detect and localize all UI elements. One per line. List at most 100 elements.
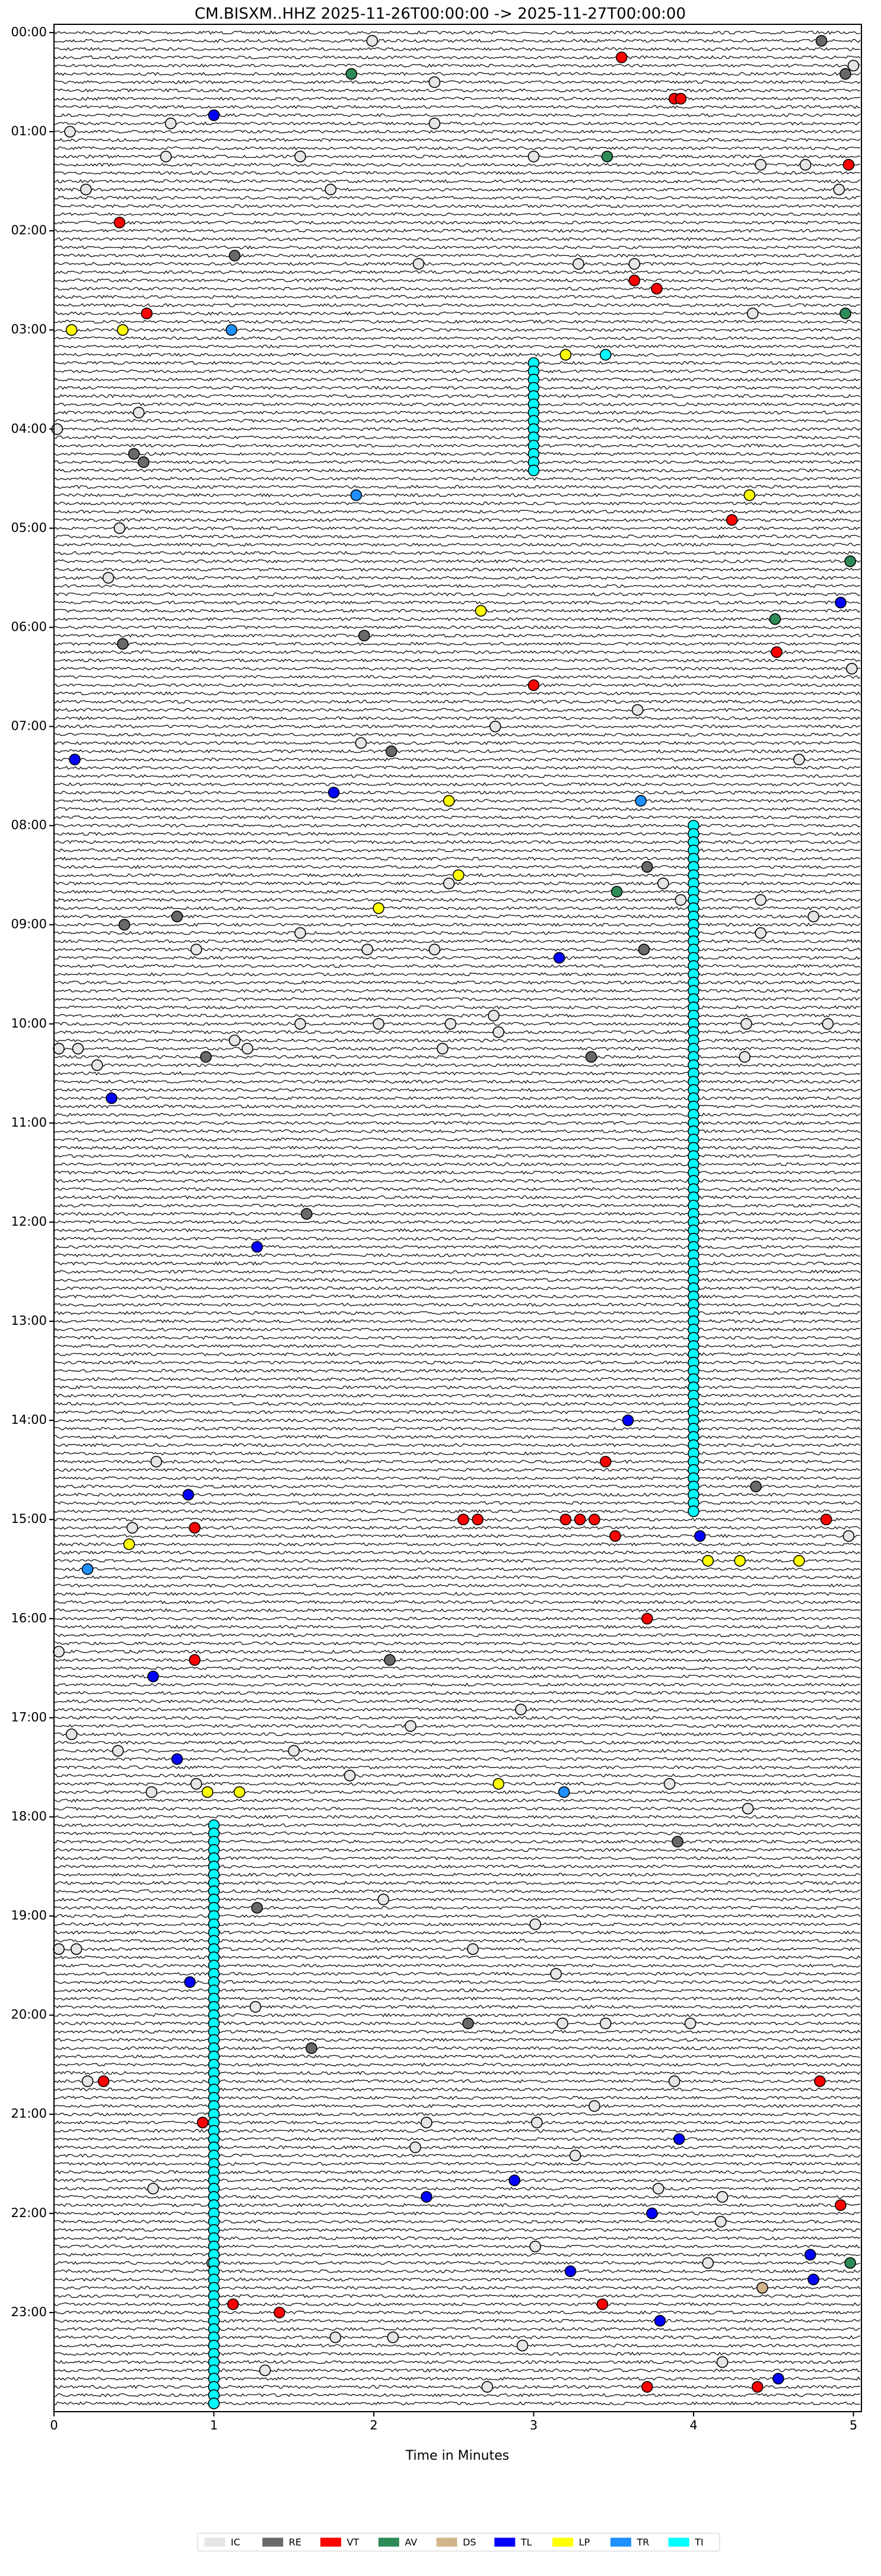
- event-marker: [742, 1802, 754, 1815]
- trace: [53, 2302, 861, 2307]
- trace: [53, 600, 861, 605]
- trace: [53, 2352, 861, 2356]
- trace: [53, 1435, 861, 1439]
- trace: [53, 955, 861, 960]
- trace: [53, 1616, 861, 1621]
- trace: [53, 1674, 861, 1679]
- trace: [53, 270, 861, 275]
- trace: [53, 2228, 861, 2232]
- trace: [53, 997, 861, 1001]
- y-tick-label: 20:00: [11, 2008, 47, 2022]
- trace: [53, 1922, 861, 1926]
- event-marker: [437, 1042, 449, 1055]
- legend-swatch: [668, 2537, 689, 2547]
- trace: [53, 104, 861, 109]
- trace: [53, 303, 861, 307]
- trace: [53, 740, 861, 745]
- trace: [53, 1691, 861, 1696]
- trace: [53, 2343, 861, 2348]
- event-marker: [599, 2017, 612, 2030]
- trace: [53, 2384, 861, 2389]
- trace: [53, 1451, 861, 1456]
- trace: [53, 154, 861, 159]
- trace: [53, 2104, 861, 2108]
- trace: [53, 121, 861, 126]
- trace: [53, 517, 861, 522]
- event-marker: [147, 1670, 159, 1683]
- trace: [53, 1996, 861, 2001]
- trace: [53, 1352, 861, 1357]
- legend-swatch: [610, 2537, 631, 2547]
- trace: [53, 1559, 861, 1563]
- event-marker: [288, 1745, 300, 1757]
- legend-swatch: [320, 2537, 342, 2547]
- event-marker: [844, 2257, 856, 2269]
- y-tick-label: 00:00: [11, 25, 47, 39]
- trace: [53, 733, 861, 737]
- event-marker: [306, 2042, 317, 2055]
- trace: [53, 666, 861, 671]
- event-marker: [822, 1017, 834, 1030]
- event-marker: [171, 910, 183, 923]
- trace: [53, 369, 861, 374]
- trace: [53, 1716, 861, 1720]
- legend-label: TI: [694, 2537, 704, 2548]
- trace: [53, 476, 861, 481]
- trace: [53, 344, 861, 349]
- trace: [53, 2310, 861, 2315]
- trace: [53, 113, 861, 117]
- event-marker: [241, 1042, 253, 1055]
- trace: [53, 1220, 861, 1225]
- event-marker: [147, 2183, 159, 2195]
- event-marker: [488, 1010, 500, 1022]
- trace: [53, 947, 861, 952]
- event-marker: [716, 2191, 729, 2203]
- trace: [53, 1426, 861, 1431]
- trace: [53, 2376, 861, 2381]
- trace: [53, 641, 861, 646]
- trace: [53, 1906, 861, 1910]
- event-marker: [589, 1513, 600, 1526]
- trace: [53, 1533, 861, 1538]
- event-marker: [793, 753, 805, 766]
- trace: [53, 1468, 861, 1473]
- event-marker: [516, 2339, 529, 2352]
- trace: [53, 658, 861, 663]
- trace: [53, 1600, 861, 1605]
- event-marker: [641, 1613, 653, 1625]
- event-marker: [559, 349, 572, 361]
- trace: [53, 1104, 861, 1109]
- event-marker: [688, 1505, 699, 1518]
- y-tick-label: 15:00: [11, 1512, 47, 1526]
- x-tick-label: 5: [850, 2418, 857, 2432]
- y-tick-label: 17:00: [11, 1710, 47, 1724]
- event-marker: [421, 2191, 432, 2203]
- trace: [53, 402, 861, 406]
- event-marker: [355, 737, 367, 749]
- legend-swatch: [204, 2537, 225, 2547]
- event-marker: [190, 943, 202, 956]
- trace: [53, 799, 861, 803]
- trace: [53, 1484, 861, 1489]
- event-marker: [815, 35, 828, 47]
- trace: [53, 1765, 861, 1770]
- event-marker: [118, 918, 131, 931]
- event-marker: [846, 663, 858, 675]
- event-marker: [475, 605, 487, 617]
- y-tick-label: 01:00: [11, 124, 47, 138]
- trace: [53, 2368, 861, 2373]
- trace: [53, 435, 861, 440]
- trace: [53, 2079, 861, 2084]
- event-marker: [715, 2215, 727, 2228]
- y-tick-label: 08:00: [11, 818, 47, 832]
- event-marker: [793, 1555, 805, 1567]
- y-tick-label: 18:00: [11, 1809, 47, 1823]
- trace: [53, 336, 861, 341]
- trace: [53, 774, 861, 778]
- trace: [53, 1823, 861, 1827]
- event-marker: [492, 1777, 505, 1790]
- trace: [53, 1129, 861, 1134]
- trace: [53, 675, 861, 679]
- y-tick-label: 09:00: [11, 917, 47, 931]
- trace: [53, 2261, 861, 2265]
